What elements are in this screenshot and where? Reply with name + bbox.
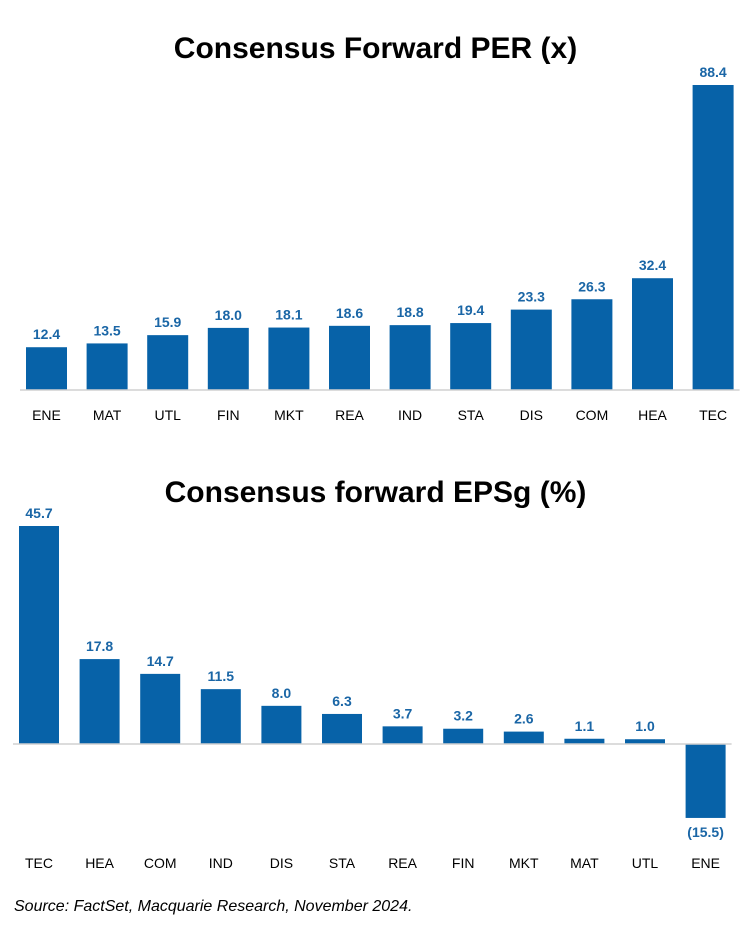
epsg-tick-label-hea: HEA (85, 855, 114, 871)
epsg-tick-label-fin: FIN (452, 855, 475, 871)
epsg-tick-label-sta: STA (329, 855, 356, 871)
per-value-label-mkt: 18.1 (275, 307, 302, 323)
per-value-label-hea: 32.4 (639, 257, 666, 273)
epsg-bar-mkt (503, 731, 544, 744)
per-tick-label-mkt: MKT (274, 407, 304, 423)
per-bar-tec (692, 85, 734, 390)
epsg-bar-sta (322, 713, 362, 744)
epsg-bar-rea (382, 726, 423, 744)
per-value-label-sta: 19.4 (457, 302, 484, 318)
per-tick-label-tec: TEC (699, 407, 727, 423)
per-tick-label-utl: UTL (154, 407, 181, 423)
epsg-value-label-ene: (15.5) (687, 824, 724, 840)
per-tick-label-sta: STA (458, 407, 485, 423)
per-bar-fin (207, 327, 249, 390)
epsg-bar-utl (625, 739, 665, 744)
epsg-bar-dis (261, 705, 302, 744)
per-bar-ind (389, 325, 431, 390)
per-tick-label-mat: MAT (93, 407, 122, 423)
epsg-bar-ind (200, 689, 241, 744)
epsg-tick-label-dis: DIS (270, 855, 293, 871)
per-bar-ene (26, 347, 67, 390)
epsg-tick-label-rea: REA (388, 855, 417, 871)
epsg-tick-label-tec: TEC (25, 855, 53, 871)
per-tick-label-ind: IND (398, 407, 422, 423)
per-bar-mkt (268, 327, 310, 390)
per-bar-dis (510, 309, 552, 390)
epsg-value-label-rea: 3.7 (393, 705, 413, 721)
per-bar-hea (632, 278, 673, 390)
per-chart-title: Consensus Forward PER (x) (173, 32, 578, 65)
epsg-value-label-hea: 17.8 (86, 638, 113, 654)
epsg-value-label-com: 14.7 (147, 653, 174, 669)
epsg-tick-label-mat: MAT (570, 855, 599, 871)
per-tick-label-fin: FIN (217, 407, 240, 423)
per-tick-label-ene: ENE (32, 407, 61, 423)
per-value-label-rea: 18.6 (336, 305, 363, 321)
epsg-value-label-utl: 1.0 (635, 718, 655, 734)
epsg-bar-tec (19, 526, 59, 744)
epsg-tick-label-ind: IND (209, 855, 233, 871)
per-tick-label-rea: REA (335, 407, 364, 423)
epsg-value-label-tec: 45.7 (25, 505, 52, 521)
per-value-label-ind: 18.8 (396, 304, 423, 320)
epsg-chart-title: Consensus forward EPSg (%) (164, 476, 587, 509)
epsg-value-label-mkt: 2.6 (514, 711, 534, 727)
per-value-label-utl: 15.9 (154, 314, 181, 330)
source-note: Source: FactSet, Macquarie Research, Nov… (14, 898, 413, 915)
epsg-bar-fin (443, 728, 484, 744)
epsg-bar-hea (79, 659, 120, 744)
per-value-label-tec: 88.4 (699, 64, 726, 80)
epsg-value-label-sta: 6.3 (332, 693, 352, 709)
per-bar-sta (450, 323, 492, 390)
epsg-tick-label-com: COM (144, 855, 177, 871)
per-bar-utl (147, 335, 189, 390)
per-tick-label-hea: HEA (638, 407, 667, 423)
per-value-label-com: 26.3 (578, 278, 605, 294)
epsg-tick-label-ene: ENE (691, 855, 720, 871)
per-bar-mat (86, 343, 128, 390)
per-value-label-ene: 12.4 (33, 326, 60, 342)
epsg-value-label-dis: 8.0 (272, 685, 292, 701)
per-value-label-fin: 18.0 (215, 307, 242, 323)
epsg-bar-com (140, 673, 181, 744)
epsg-value-label-mat: 1.1 (575, 718, 595, 734)
per-tick-label-com: COM (576, 407, 609, 423)
epsg-value-label-ind: 11.5 (208, 668, 235, 684)
epsg-tick-label-utl: UTL (632, 855, 659, 871)
per-tick-label-dis: DIS (520, 407, 543, 423)
per-bar-com (571, 299, 613, 390)
epsg-tick-label-mkt: MKT (509, 855, 539, 871)
epsg-value-label-fin: 3.2 (453, 708, 473, 724)
epsg-bar-mat (564, 738, 605, 744)
per-bar-rea (329, 325, 370, 390)
epsg-bar-ene (685, 744, 726, 818)
per-value-label-mat: 13.5 (93, 322, 120, 338)
per-value-label-dis: 23.3 (518, 289, 545, 305)
